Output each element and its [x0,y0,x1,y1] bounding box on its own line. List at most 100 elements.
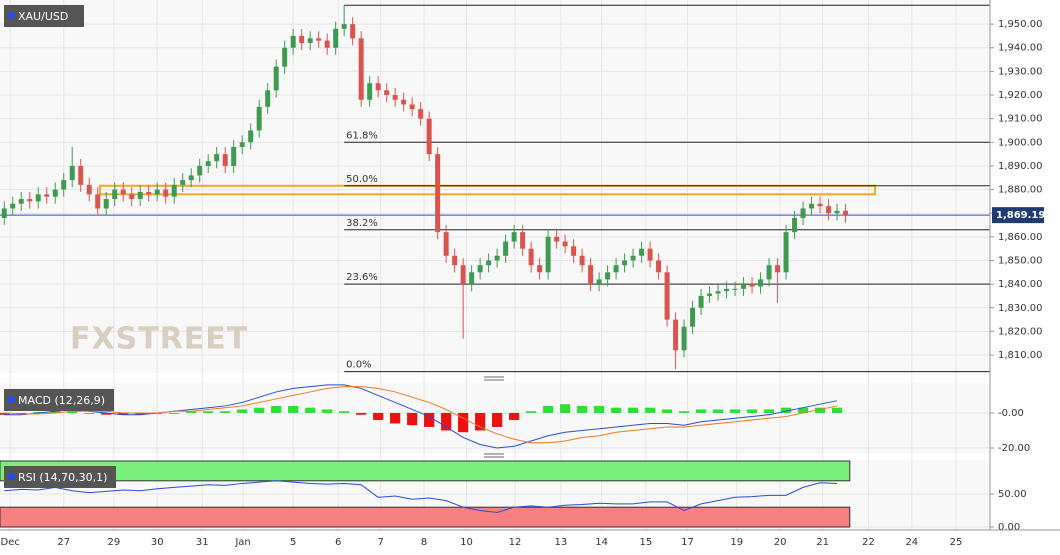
histogram-bar [746,409,758,413]
candle-body [741,284,747,289]
histogram-bar [509,412,520,420]
y-tick-label: 1,830.00 [998,303,1043,314]
fib-label: 0.0% [346,360,371,371]
candle-body [749,284,755,287]
histogram-bar [831,407,843,413]
histogram-bar [424,412,435,427]
candle-body [537,265,543,273]
histogram-bar [0,412,10,415]
candle-body [222,154,228,166]
histogram-bar [50,411,61,413]
x-tick-label: Jan [234,537,250,548]
histogram-bar [594,405,605,413]
panel-handle[interactable] [484,453,504,458]
y-tick-label: 1,930.00 [998,66,1043,77]
x-tick-label: 24 [905,537,918,548]
candle-body [367,83,373,100]
candle-body [163,189,169,197]
candle-body [418,109,424,119]
histogram-bar [203,411,214,413]
candle-body [826,206,832,214]
candle-body [673,319,679,351]
candle-body [435,154,441,233]
candle-body [154,189,160,195]
candle-body [358,38,364,100]
x-tick-label: 21 [816,537,829,548]
histogram-bar [237,409,248,413]
last-price-box [992,207,1044,224]
histogram-bar [254,407,265,413]
histogram-bar [271,405,282,413]
candle-body [324,40,330,48]
y-tick-label: 1,840.00 [998,279,1043,290]
x-tick-label: 5 [290,537,296,548]
histogram-bar [678,411,690,413]
candle-body [622,260,628,266]
histogram-bar [118,412,129,415]
histogram-bar [543,405,554,413]
candle-body [239,142,245,148]
y-tick-label: 1,820.00 [998,326,1043,337]
watermark: FXSTREET [70,322,248,357]
histogram-bar [610,407,622,413]
candle-body [129,194,135,200]
candle-body [214,154,220,162]
histogram-bar [373,412,384,420]
y-tick-label: 0.00 [998,522,1020,533]
candle-body [834,210,840,214]
candle-body [571,246,577,256]
candle-body [843,210,849,216]
candle-body [630,255,636,261]
histogram-bar [729,409,741,413]
x-tick-label: 13 [554,537,567,548]
symbol: XAU/USD [18,10,68,23]
histogram-bar [814,407,826,413]
histogram-bar [661,409,673,413]
macd-legend: MACD (12,26,9) [18,394,105,407]
candle-body [95,194,101,209]
candle-body [469,272,475,285]
x-tick-label: 7 [378,537,384,548]
candle-body [486,260,492,266]
histogram-bar [339,411,350,413]
x-tick-label: 27 [57,537,70,548]
signal-line [4,386,838,444]
histogram-bar [695,409,707,413]
y-tick-label: -20.00 [998,443,1030,454]
x-tick-label: 20 [774,537,787,548]
candle-body [112,189,118,200]
symbol-swatch [8,12,15,19]
candle-body [316,38,322,41]
x-tick-label: 15 [639,537,652,548]
candle-body [792,217,798,233]
candle-body [766,265,772,280]
histogram-bar [475,412,486,431]
panel-handle[interactable] [484,376,504,381]
candle-body [350,24,356,39]
histogram-bar [441,412,452,431]
candle-body [375,83,381,91]
x-tick-label: 8 [421,537,427,548]
candle-body [817,203,823,207]
histogram-bar [763,409,775,413]
x-tick-label: 10 [460,537,473,548]
candle-body [171,184,177,197]
fib-label: 38.2% [346,218,378,229]
candle-body [664,272,670,320]
candle-body [290,35,296,48]
x-tick-label: 17 [681,537,694,548]
candle-body [256,106,262,131]
histogram-bar [458,412,469,433]
candle-body [27,199,33,202]
candle-body [520,232,526,249]
candle-body [52,189,58,197]
candle-body [809,203,815,209]
candle-body [180,180,186,185]
candle-body [494,255,500,261]
candle-body [384,90,390,96]
histogram-bar [644,407,656,413]
histogram-bar [797,407,809,413]
x-tick-label: 6 [335,537,341,548]
rsi-legend: RSI (14,70,30,1) [18,471,107,484]
